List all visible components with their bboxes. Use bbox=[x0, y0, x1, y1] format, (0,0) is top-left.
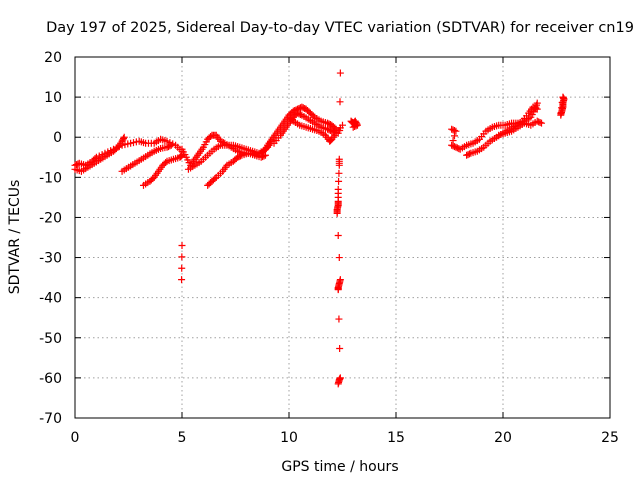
data-point bbox=[166, 142, 174, 150]
data-point bbox=[558, 98, 566, 106]
data-point bbox=[335, 254, 343, 262]
data-point bbox=[288, 116, 296, 124]
data-point bbox=[351, 123, 359, 131]
y-tick-label: 10 bbox=[44, 90, 62, 106]
x-tick-label: 15 bbox=[387, 430, 405, 446]
data-point bbox=[336, 344, 344, 352]
data-point bbox=[536, 119, 544, 127]
data-point bbox=[335, 177, 343, 185]
x-tick-label: 10 bbox=[280, 430, 298, 446]
data-point bbox=[120, 133, 128, 141]
series-arc-n bbox=[557, 93, 568, 119]
data-point bbox=[178, 264, 186, 272]
y-tick-label: -50 bbox=[39, 331, 62, 347]
data-point bbox=[178, 276, 186, 284]
data-point bbox=[211, 175, 219, 183]
y-axis-label: SDTVAR / TECUs bbox=[7, 180, 23, 295]
data-point bbox=[452, 127, 460, 135]
x-tick-label: 20 bbox=[494, 430, 512, 446]
x-tick-labels: 0 5 10 15 20 25 bbox=[71, 430, 619, 446]
series-arc-g bbox=[204, 149, 269, 189]
x-tick-label: 0 bbox=[71, 430, 80, 446]
data-point bbox=[336, 127, 344, 135]
data-points bbox=[71, 69, 568, 388]
y-tick-label: -70 bbox=[39, 411, 62, 427]
data-point bbox=[236, 152, 244, 160]
data-point bbox=[557, 104, 565, 112]
data-point bbox=[349, 123, 357, 131]
data-point bbox=[178, 242, 186, 250]
x-tick-label: 5 bbox=[178, 430, 187, 446]
data-point bbox=[296, 110, 304, 118]
grid-lines bbox=[75, 57, 610, 418]
data-point bbox=[533, 105, 541, 113]
plot-frame bbox=[74, 56, 611, 419]
data-point bbox=[120, 135, 128, 143]
data-point bbox=[334, 286, 342, 294]
data-point bbox=[559, 93, 567, 101]
data-point bbox=[450, 132, 458, 140]
data-point bbox=[162, 159, 170, 167]
y-tick-label: -10 bbox=[39, 170, 62, 186]
y-tick-label: -60 bbox=[39, 371, 62, 387]
series-arc-d bbox=[139, 151, 186, 189]
data-point bbox=[177, 153, 185, 161]
chart-title: Day 197 of 2025, Sidereal Day-to-day VTE… bbox=[46, 20, 634, 36]
data-point bbox=[326, 127, 334, 135]
data-point bbox=[261, 151, 269, 159]
series-column-12_4h bbox=[333, 69, 344, 388]
data-point bbox=[336, 98, 344, 106]
data-point bbox=[533, 99, 541, 107]
data-point bbox=[260, 152, 268, 160]
data-point bbox=[465, 150, 473, 158]
data-point bbox=[335, 161, 343, 169]
y-tick-label: 20 bbox=[44, 50, 62, 66]
data-point bbox=[91, 155, 99, 163]
y-tick-labels: 20 10 0 -10 -20 -30 -40 -50 -60 -70 bbox=[39, 50, 62, 427]
series-cluster-13h bbox=[347, 117, 361, 131]
data-point bbox=[309, 112, 317, 120]
data-point bbox=[333, 209, 341, 217]
x-axis-label: GPS time / hours bbox=[281, 459, 398, 475]
data-point bbox=[339, 121, 346, 129]
series-arc-c bbox=[118, 141, 175, 175]
y-tick-label: -20 bbox=[39, 210, 62, 226]
data-point bbox=[334, 380, 342, 388]
data-point bbox=[177, 152, 185, 160]
series-arc-m bbox=[495, 117, 546, 139]
x-tick-label: 25 bbox=[601, 430, 619, 446]
data-point bbox=[557, 109, 565, 117]
series-arc-j bbox=[285, 113, 346, 145]
series-isolated-5h bbox=[178, 242, 186, 284]
data-point bbox=[455, 145, 463, 153]
data-point bbox=[334, 231, 342, 239]
data-point bbox=[336, 69, 344, 77]
data-point bbox=[167, 141, 175, 149]
data-point bbox=[335, 169, 343, 177]
y-tick-label: -30 bbox=[39, 251, 62, 267]
data-point bbox=[538, 119, 546, 127]
data-point bbox=[178, 253, 186, 261]
y-tick-label: -40 bbox=[39, 291, 62, 307]
data-point bbox=[532, 104, 540, 112]
data-point bbox=[335, 315, 343, 323]
y-tick-label: 0 bbox=[53, 130, 62, 146]
